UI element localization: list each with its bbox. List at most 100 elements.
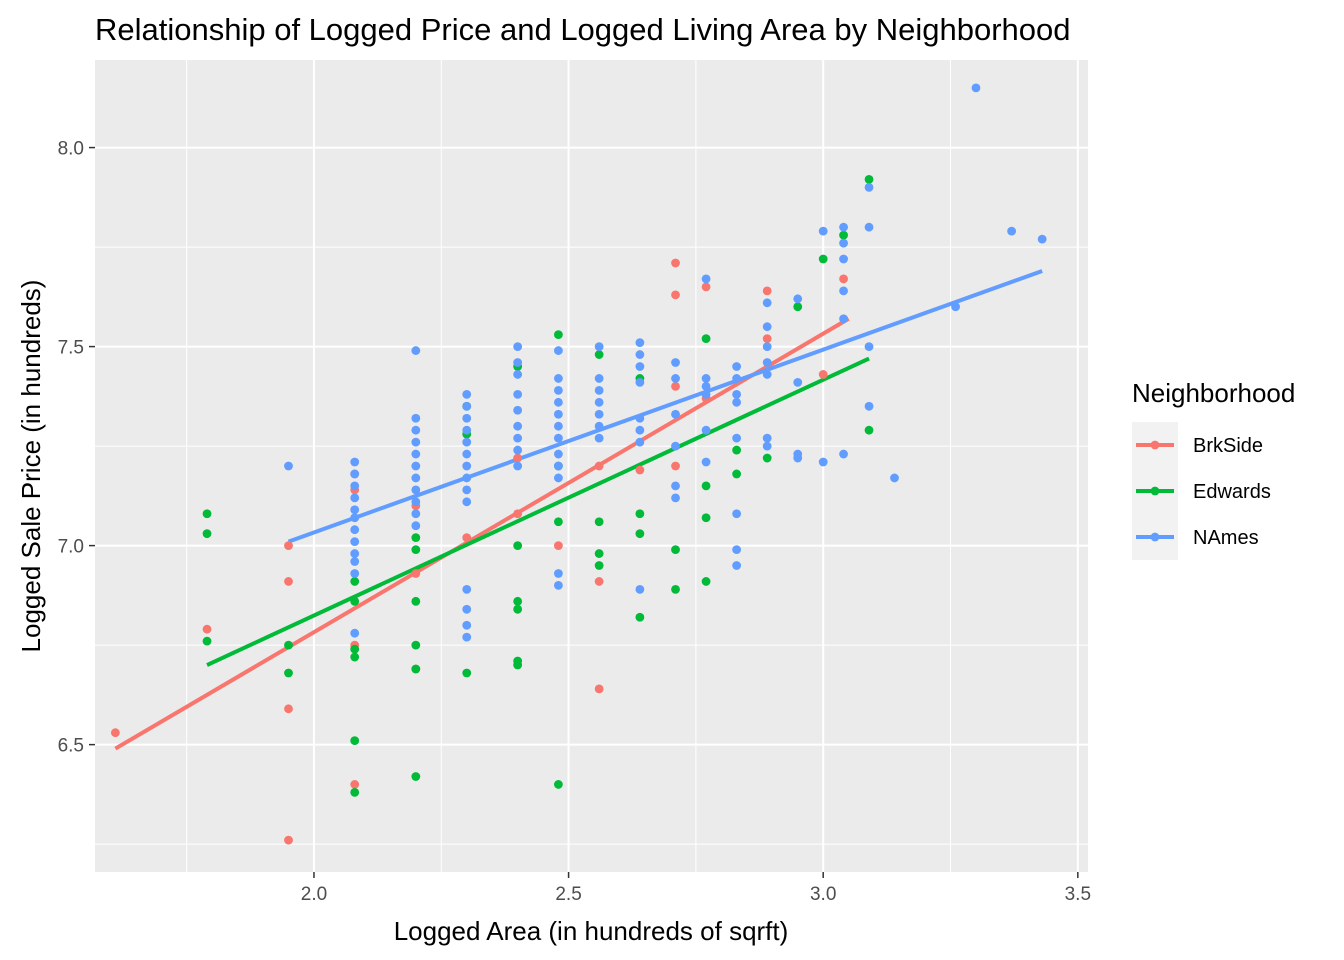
point-names (411, 461, 421, 471)
point-names (671, 358, 680, 367)
point-edwards (411, 640, 421, 650)
point-names (350, 505, 360, 515)
point-edwards (671, 584, 680, 594)
point-names (350, 557, 360, 566)
point-edwards (594, 350, 604, 359)
point-names (411, 425, 421, 435)
point-names (411, 485, 421, 495)
point-names (554, 461, 563, 471)
point-edwards (839, 230, 848, 240)
point-names (890, 473, 899, 483)
point-names (462, 632, 472, 642)
point-names (732, 374, 742, 383)
legend-key-point (1150, 532, 1160, 542)
point-edwards (513, 660, 523, 670)
point-edwards (701, 577, 711, 586)
point-edwards (350, 787, 360, 797)
point-names (635, 584, 645, 594)
point-names (554, 409, 563, 419)
point-names (350, 481, 360, 491)
point-names (793, 294, 803, 304)
point-names (350, 549, 360, 558)
point-names (554, 374, 563, 383)
point-names (554, 449, 563, 459)
point-names (1037, 234, 1047, 244)
point-brkside (284, 541, 293, 551)
point-names (350, 628, 360, 638)
point-edwards (411, 545, 421, 554)
point-names (594, 385, 604, 395)
point-names (671, 409, 680, 419)
point-edwards (864, 175, 874, 184)
point-names (762, 322, 772, 332)
y-tick-label: 7.5 (58, 338, 84, 359)
point-names (793, 453, 803, 463)
point-edwards (554, 780, 563, 789)
point-names (635, 413, 645, 423)
point-edwards (732, 469, 742, 479)
point-names (732, 389, 742, 399)
fit-line-names (287, 269, 1043, 544)
point-names (462, 620, 472, 630)
point-names (513, 389, 523, 399)
point-names (818, 457, 828, 467)
y-tick-label: 6.5 (58, 736, 84, 757)
point-edwards (732, 445, 742, 455)
point-edwards (818, 254, 828, 264)
point-names (462, 461, 472, 471)
point-names (762, 342, 772, 351)
point-names (513, 358, 523, 367)
x-tick-label: 2.5 (555, 884, 581, 905)
point-names (732, 397, 742, 407)
point-names (513, 461, 523, 471)
point-brkside (594, 461, 604, 471)
point-brkside (839, 274, 848, 284)
point-names (732, 509, 742, 519)
point-names (1007, 226, 1017, 236)
point-edwards (793, 302, 803, 312)
point-names (554, 473, 563, 483)
point-brkside (411, 569, 421, 578)
point-names (594, 374, 604, 383)
point-edwards (762, 453, 772, 463)
point-names (513, 421, 523, 431)
point-brkside (594, 684, 604, 694)
point-names (594, 342, 604, 351)
point-names (839, 286, 848, 296)
grid-lines (95, 60, 1088, 872)
point-brkside (671, 381, 680, 391)
point-names (839, 238, 848, 248)
point-names (732, 362, 742, 371)
point-names (594, 397, 604, 407)
point-names (554, 433, 563, 443)
point-brkside (671, 461, 680, 471)
point-brkside (671, 290, 680, 300)
point-edwards (701, 334, 711, 344)
x-axis-title: Logged Area (in hundreds of sqrft) (394, 916, 789, 946)
point-names (635, 350, 645, 359)
point-names (462, 604, 472, 614)
point-names (554, 385, 563, 395)
point-names (462, 413, 472, 423)
legend: Neighborhood BrkSide Edwards NAmes (1132, 378, 1295, 560)
point-names (671, 441, 680, 451)
point-names (951, 302, 960, 312)
point-names (635, 425, 645, 435)
point-names (839, 449, 848, 459)
point-brkside (762, 286, 772, 296)
fit-line-brkside (114, 317, 850, 751)
point-edwards (350, 577, 360, 586)
point-edwards (635, 509, 645, 519)
legend-key-point (1150, 440, 1160, 450)
point-names (732, 545, 742, 554)
point-names (411, 521, 421, 531)
point-edwards (701, 513, 711, 523)
point-names (701, 381, 711, 391)
point-names (462, 584, 472, 594)
point-names (462, 449, 472, 459)
point-edwards (202, 509, 212, 519)
point-names (462, 473, 472, 483)
point-edwards (513, 541, 523, 551)
fit-line-edwards (206, 356, 870, 667)
legend-label-brkside: BrkSide (1193, 435, 1263, 457)
